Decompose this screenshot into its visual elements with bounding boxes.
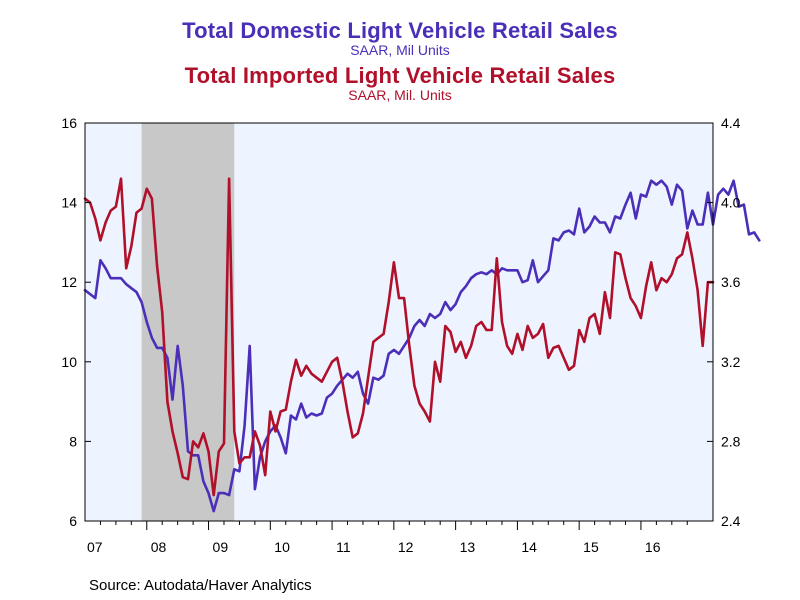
- left-axis-label: 6: [69, 513, 77, 529]
- x-axis-label: 10: [274, 539, 290, 555]
- left-axis-label: 12: [61, 274, 77, 290]
- right-axis-label: 3.6: [721, 274, 741, 290]
- x-axis-label: 07: [87, 539, 103, 555]
- source-note: Source: Autodata/Haver Analytics: [89, 577, 312, 594]
- left-axis-label: 8: [69, 433, 77, 449]
- x-axis-label: 11: [336, 539, 351, 555]
- x-axis-label: 15: [583, 539, 599, 555]
- right-axis-label: 2.8: [721, 433, 741, 449]
- recession-shading: [141, 123, 235, 521]
- left-axis-label: 16: [61, 115, 77, 131]
- x-axis-label: 08: [151, 539, 167, 555]
- chart-subtitle-domestic: SAAR, Mil Units: [350, 42, 450, 58]
- left-axis-label: 14: [61, 195, 77, 211]
- series-line-imported: [83, 177, 715, 497]
- chart-title-domestic: Total Domestic Light Vehicle Retail Sale…: [182, 18, 618, 43]
- chart-title-imported: Total Imported Light Vehicle Retail Sale…: [184, 63, 616, 88]
- right-axis-label: 4.0: [721, 195, 741, 211]
- x-axis-label: 16: [645, 539, 661, 555]
- x-axis-label: 14: [521, 539, 537, 555]
- x-axis-label: 12: [398, 539, 414, 555]
- chart-subtitle-imported: SAAR, Mil. Units: [348, 87, 452, 103]
- right-axis-label: 2.4: [721, 513, 741, 529]
- x-axis-label: 09: [213, 539, 229, 555]
- right-axis-label: 3.2: [721, 354, 741, 370]
- series-line-domestic: [83, 179, 761, 513]
- plot-frame: [84, 122, 714, 522]
- right-axis-label: 4.4: [721, 115, 741, 131]
- left-axis-label: 10: [61, 354, 77, 370]
- x-axis-label: 13: [460, 539, 476, 555]
